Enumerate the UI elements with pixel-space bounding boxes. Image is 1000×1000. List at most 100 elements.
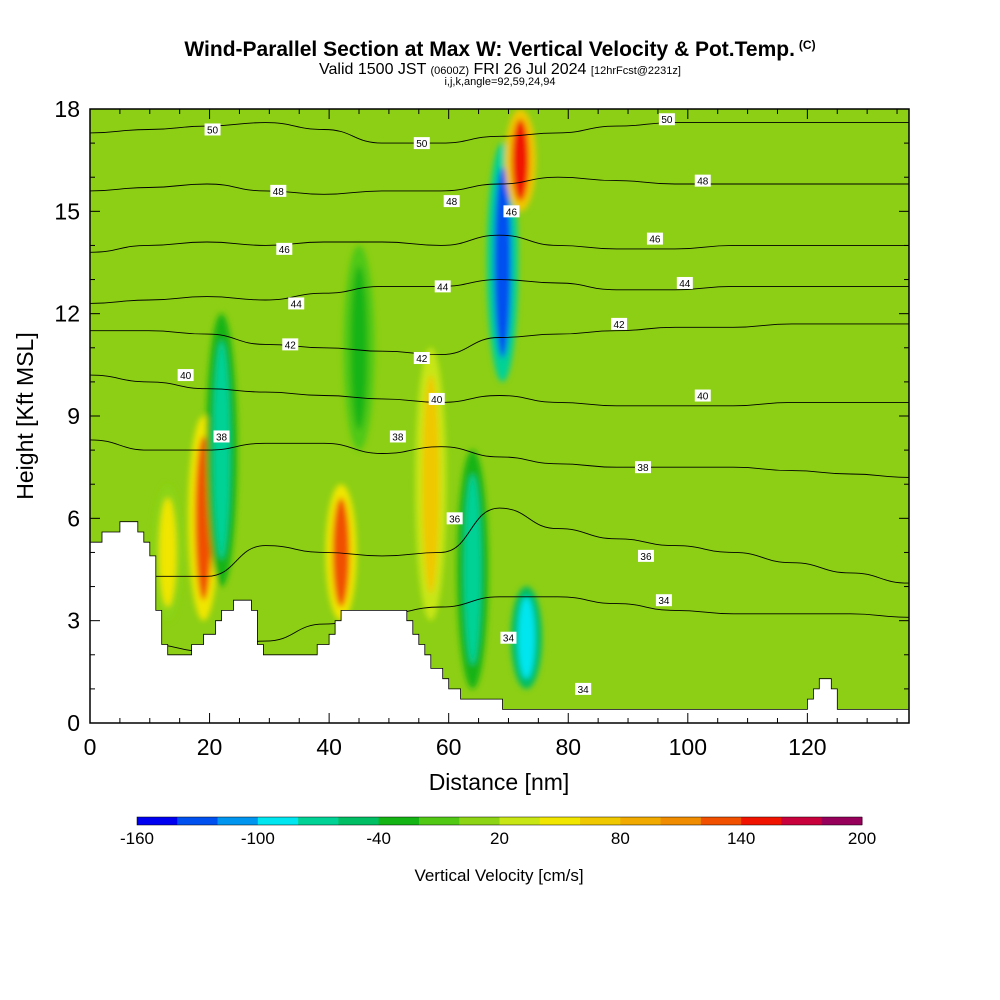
contour-label: 42	[282, 338, 299, 351]
contour-label-text: 48	[446, 197, 458, 208]
x-tick-label: 120	[788, 734, 826, 760]
contour-label-bg	[637, 549, 654, 562]
contour-label-text: 42	[285, 340, 297, 351]
colorbar-swatch	[177, 817, 219, 825]
utc-time: (0600Z)	[430, 65, 470, 77]
colorbar-swatch	[741, 817, 782, 825]
contour-label-bg	[204, 123, 221, 136]
y-tick-label: 9	[67, 403, 80, 429]
contour-label-text: 40	[697, 392, 709, 403]
contour-label: 42	[413, 352, 430, 365]
chart-subtitle: Valid 1500 JST (0600Z) FRI 26 Jul 2024 […	[0, 61, 1000, 79]
velocity-cell-core	[517, 596, 535, 679]
contour-label: 34	[655, 594, 672, 607]
contour-label-bg	[655, 594, 672, 607]
contour-label-text: 44	[437, 282, 449, 293]
contour-label: 38	[634, 461, 651, 474]
contour-label-text: 38	[216, 432, 228, 443]
theta-contour-46	[90, 234, 909, 253]
colorbar-tick-label: 200	[848, 829, 876, 848]
colorbar-tick-label: -40	[366, 829, 391, 848]
grid-params: i,j,k,angle=92,59,24,94	[444, 76, 556, 88]
contour-label: 48	[270, 184, 287, 198]
colorbar-swatch	[700, 817, 742, 825]
contour-label-text: 50	[416, 139, 428, 150]
contour-label-text: 48	[273, 187, 285, 198]
velocity-cell-core	[212, 340, 231, 560]
colorbar-swatch	[217, 817, 259, 825]
contour-label-text: 34	[503, 634, 515, 645]
contour-label-text: 48	[697, 177, 709, 188]
contour-label: 40	[694, 389, 711, 403]
contour-label: 48	[443, 195, 460, 208]
colorbar-swatch	[378, 817, 420, 825]
x-tick-label: 0	[84, 734, 97, 760]
contour-label-bg	[413, 352, 430, 365]
theta-contour-40	[90, 374, 909, 407]
contour-label-bg	[658, 113, 675, 126]
contour-label-bg	[446, 512, 463, 525]
contour-label-bg	[694, 389, 711, 402]
contour-label-text: 40	[431, 395, 443, 406]
contour-label: 46	[276, 242, 293, 256]
colorbar-tick-label: -160	[120, 829, 154, 848]
y-axis-label: Height [Kft MSL]	[12, 332, 38, 499]
contour-label-bg	[503, 205, 520, 218]
colorbar-swatch	[418, 817, 460, 825]
colorbar-swatch	[660, 817, 702, 825]
y-tick-label: 18	[54, 96, 80, 122]
contour-label-text: 46	[279, 245, 291, 256]
colorbar-swatch	[499, 817, 541, 825]
y-tick-label: 15	[54, 198, 80, 224]
contour-label-text: 42	[613, 320, 625, 331]
colorbar-swatch	[580, 817, 621, 825]
contour-label-text: 38	[392, 432, 404, 443]
contour-label: 44	[676, 276, 693, 290]
contour-label-text: 40	[180, 371, 192, 382]
valid-time: Valid 1500 JST	[319, 61, 427, 78]
contour-label: 36	[446, 512, 463, 525]
colorbar-swatch	[257, 817, 299, 825]
contour-label-text: 50	[661, 115, 673, 126]
colorbar-tick-label: 140	[727, 829, 755, 848]
contour-label: 40	[177, 369, 194, 382]
contour-label-text: 44	[679, 279, 691, 290]
valid-date: FRI 26 Jul 2024	[473, 61, 587, 78]
x-tick-label: 60	[436, 734, 462, 760]
contour-label-bg	[646, 232, 663, 245]
velocity-cell-core	[159, 497, 177, 608]
contour-label-bg	[575, 682, 592, 695]
velocity-field	[152, 109, 542, 689]
contour-label-text: 34	[658, 596, 670, 607]
contour-label-text: 36	[640, 552, 652, 563]
colorbar-tick-label: 20	[490, 829, 509, 848]
contour-label-bg	[434, 280, 451, 293]
contour-label-text: 38	[637, 463, 649, 474]
contour-label-bg	[270, 184, 287, 197]
colorbar-swatch	[298, 817, 339, 825]
velocity-cell-core	[464, 473, 482, 666]
plot-area: 50 50 50 48 48 48 46 46 46 44 44 44 42 42 42 40 40 40 38 38…	[90, 109, 909, 723]
terrain-mask	[90, 521, 909, 723]
contour-label: 40	[428, 392, 445, 406]
theta-contour-44	[90, 279, 909, 304]
contour-labels: 50 50 50 48 48 48 46 46 46 44 44 44 42 42 42 40 40 40 38 38…	[90, 113, 909, 723]
contour-label-bg	[413, 137, 430, 150]
contour-label: 46	[646, 232, 663, 246]
velocity-cell-core	[493, 166, 512, 359]
x-tick-label: 40	[316, 734, 342, 760]
colorbar-swatch	[459, 817, 500, 825]
theta-contour-42	[90, 323, 909, 356]
velocity-cell-core	[511, 119, 529, 202]
y-tick-label: 0	[67, 710, 80, 736]
contour-label: 48	[694, 174, 711, 188]
contour-label-bg	[443, 195, 460, 208]
colorbar-swatch	[620, 817, 662, 825]
contour-label-bg	[276, 242, 293, 255]
x-tick-label: 80	[555, 734, 581, 760]
colorbar-swatch	[821, 817, 863, 825]
terrain-outline	[90, 521, 909, 723]
contour-label-bg	[634, 461, 651, 474]
colorbar-frame	[136, 816, 863, 826]
x-axis-label: Distance [nm]	[429, 769, 570, 795]
